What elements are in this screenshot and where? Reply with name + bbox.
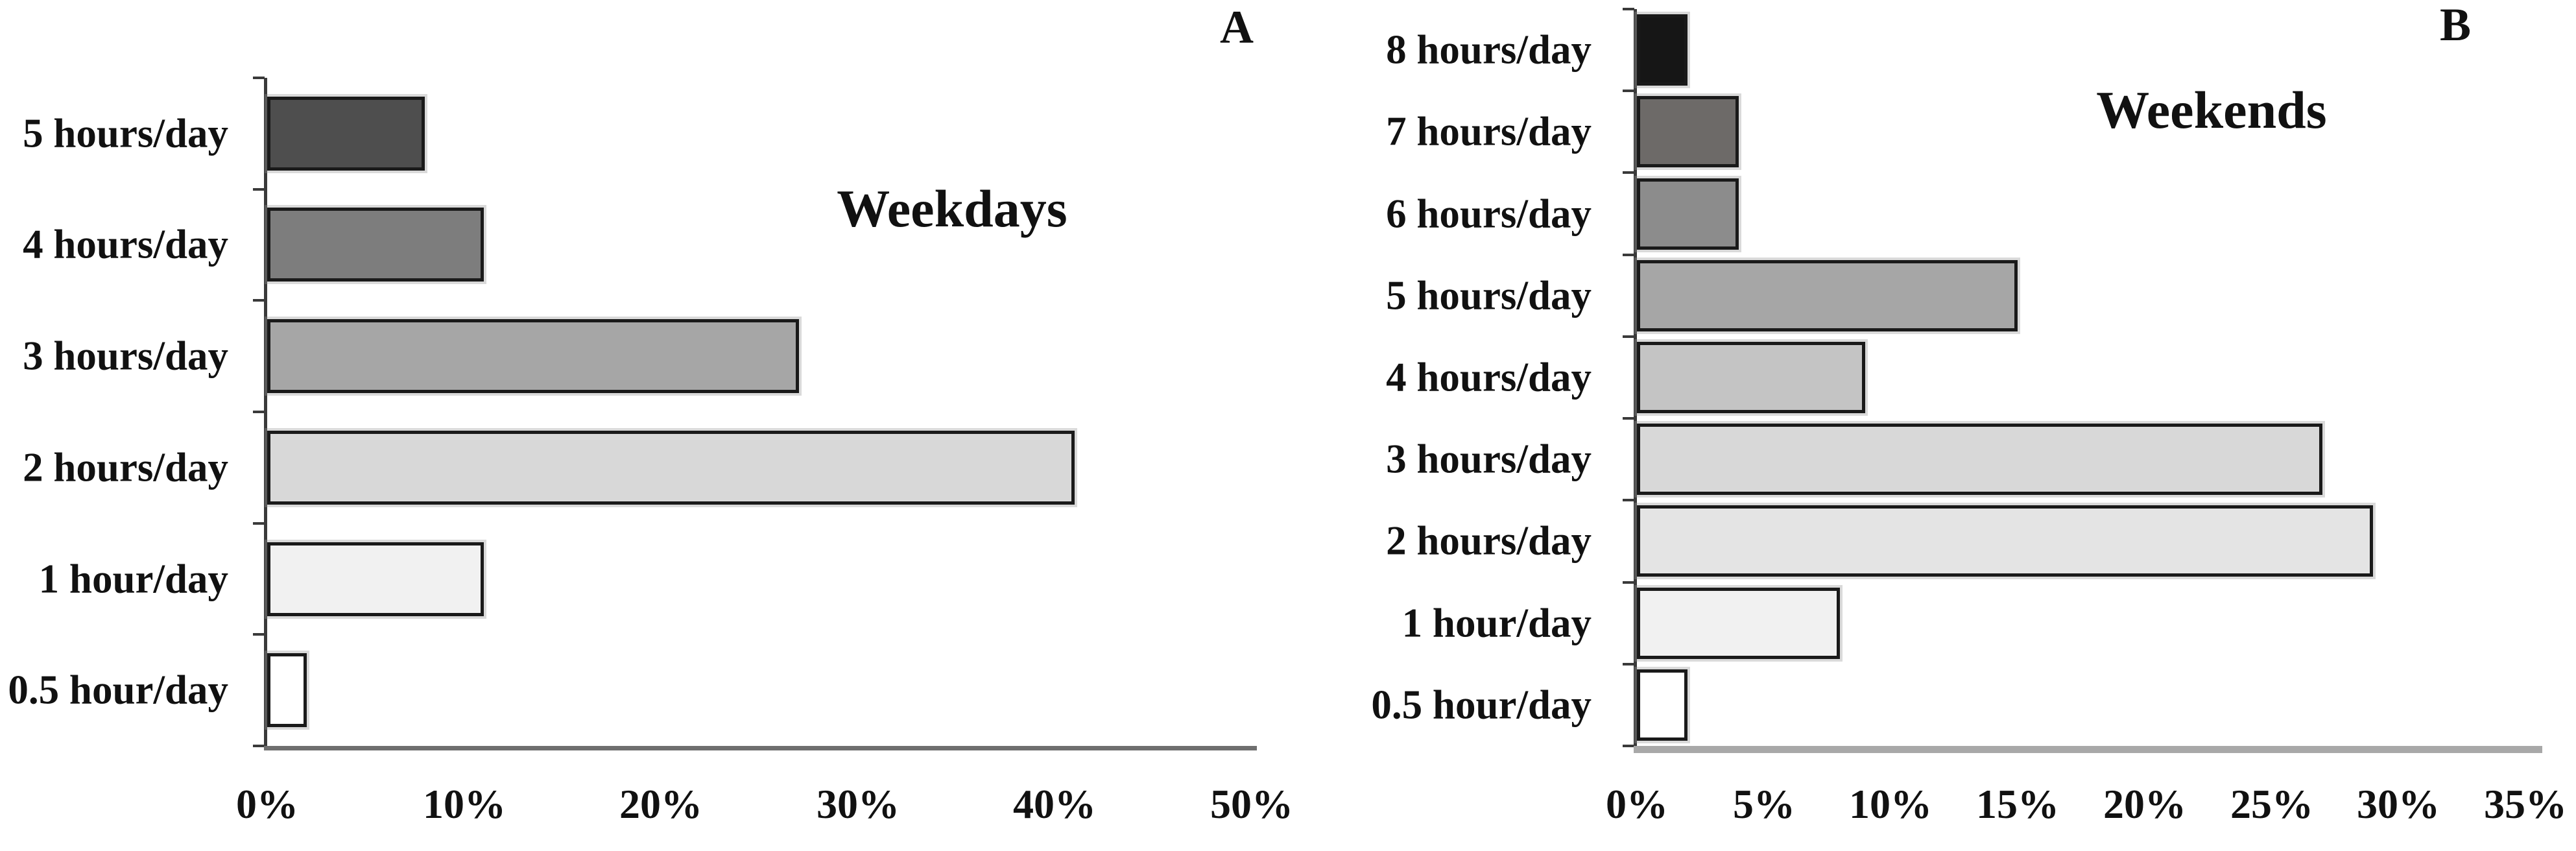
y-axis-tick	[1623, 254, 1634, 256]
x-axis-line	[1634, 746, 2542, 753]
bar-8-hours-day	[1637, 14, 1688, 86]
bar-4-hours-day	[267, 208, 484, 282]
y-axis-tick	[1623, 171, 1634, 174]
category-label-1-hour-day: 1 hour/day	[38, 556, 228, 602]
y-axis-tick	[253, 745, 265, 747]
category-label-6-hours-day: 6 hours/day	[1386, 191, 1592, 237]
x-axis-line	[264, 746, 1257, 750]
x-tick-label-10: 10%	[423, 781, 506, 827]
y-axis-tick	[253, 299, 265, 302]
y-axis-line	[264, 78, 267, 750]
category-label-4-hours-day: 4 hours/day	[23, 221, 228, 267]
bar-2-hours-day	[267, 431, 1075, 505]
panel-label-b: B	[2439, 0, 2472, 51]
x-tick-label-20: 20%	[619, 781, 702, 827]
x-tick-label-25: 25%	[2230, 781, 2313, 827]
category-label-0-5-hour-day: 0.5 hour/day	[1371, 682, 1592, 728]
panel-label-a: A	[1220, 1, 1254, 53]
y-axis-tick	[253, 522, 265, 525]
chart-title-weekdays: Weekdays	[837, 179, 1067, 238]
bar-0-5-hour-day	[267, 653, 307, 727]
category-label-8-hours-day: 8 hours/day	[1386, 27, 1592, 73]
bar-7-hours-day	[1637, 96, 1739, 167]
y-axis-tick	[1623, 499, 1634, 501]
y-axis-line	[1634, 9, 1637, 753]
y-axis-tick	[1623, 745, 1634, 747]
x-tick-label-40: 40%	[1013, 781, 1096, 827]
category-label-4-hours-day: 4 hours/day	[1386, 354, 1592, 400]
bar-4-hours-day	[1637, 342, 1865, 413]
chart-title-weekends: Weekends	[2096, 80, 2327, 139]
y-axis-tick	[1623, 335, 1634, 338]
bar-1-hour-day	[267, 542, 484, 616]
y-axis-tick	[253, 188, 265, 191]
y-axis-tick	[1623, 581, 1634, 584]
panel-weekdays: 5 hours/day 4 hours/day 3 hours/day 2 hours…	[8, 1, 1293, 827]
y-axis-tick	[253, 77, 265, 79]
category-label-7-hours-day: 7 hours/day	[1386, 108, 1592, 154]
x-tick-label-5: 5%	[1733, 781, 1795, 827]
bar-3-hours-day	[267, 319, 799, 393]
x-tick-label-20: 20%	[2103, 781, 2186, 827]
x-tick-label-30: 30%	[817, 781, 900, 827]
x-tick-label-15: 15%	[1976, 781, 2059, 827]
bar-5-hours-day	[1637, 260, 2018, 331]
bar-5-hours-day	[267, 97, 425, 171]
bar-3-hours-day	[1637, 424, 2322, 495]
y-axis-tick	[253, 411, 265, 413]
panel-weekends: 8 hours/day 7 hours/day 6 hours/day 5 hours…	[1288, 0, 2576, 851]
x-tick-label-35: 35%	[2484, 781, 2567, 827]
x-tick-label-10: 10%	[1849, 781, 1932, 827]
x-tick-label-50: 50%	[1210, 781, 1293, 827]
category-label-2-hours-day: 2 hours/day	[1386, 518, 1592, 564]
y-axis-tick	[253, 633, 265, 636]
x-tick-label-30: 30%	[2357, 781, 2440, 827]
category-label-5-hours-day: 5 hours/day	[23, 110, 228, 156]
bar-2-hours-day	[1637, 505, 2373, 577]
category-label-3-hours-day: 3 hours/day	[23, 333, 228, 379]
category-label-0-5-hour-day: 0.5 hour/day	[8, 667, 228, 713]
x-tick-label-0: 0%	[236, 781, 298, 827]
y-axis-tick	[1623, 417, 1634, 420]
category-label-1-hour-day: 1 hour/day	[1401, 600, 1592, 646]
category-label-5-hours-day: 5 hours/day	[1386, 272, 1592, 318]
category-label-2-hours-day: 2 hours/day	[23, 444, 228, 490]
bar-6-hours-day	[1637, 178, 1739, 250]
bar-1-hour-day	[1637, 588, 1840, 659]
x-tick-label-0: 0%	[1606, 781, 1668, 827]
y-axis-tick	[1623, 90, 1634, 92]
bar-0-5-hour-day	[1637, 669, 1688, 741]
y-axis-tick	[1623, 8, 1634, 10]
category-label-3-hours-day: 3 hours/day	[1386, 436, 1592, 482]
y-axis-tick	[1623, 663, 1634, 665]
